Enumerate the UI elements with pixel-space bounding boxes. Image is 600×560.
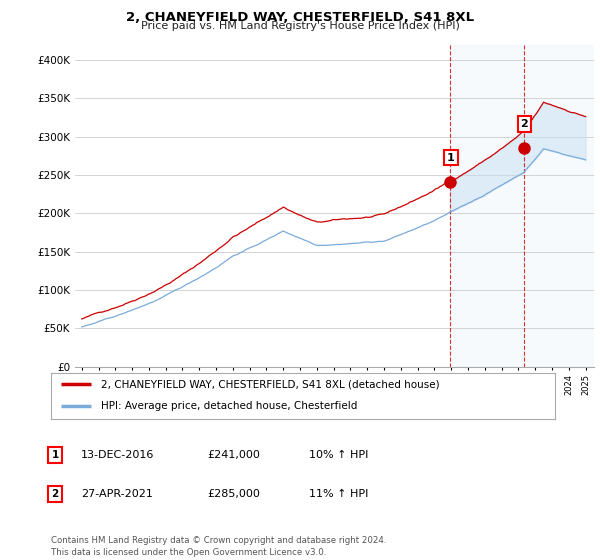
Text: 10% ↑ HPI: 10% ↑ HPI [309,450,368,460]
Text: 27-APR-2021: 27-APR-2021 [81,489,153,499]
Text: 1: 1 [447,152,455,162]
Bar [451,45,594,367]
Text: 1: 1 [52,450,59,460]
Text: 2, CHANEYFIELD WAY, CHESTERFIELD, S41 8XL (detached house): 2, CHANEYFIELD WAY, CHESTERFIELD, S41 8X… [101,380,440,389]
Text: 11% ↑ HPI: 11% ↑ HPI [309,489,368,499]
Text: HPI: Average price, detached house, Chesterfield: HPI: Average price, detached house, Ches… [101,401,358,411]
Text: 2, CHANEYFIELD WAY, CHESTERFIELD, S41 8XL: 2, CHANEYFIELD WAY, CHESTERFIELD, S41 8X… [126,11,474,24]
Text: 2: 2 [52,489,59,499]
Text: £241,000: £241,000 [207,450,260,460]
Text: Contains HM Land Registry data © Crown copyright and database right 2024.
This d: Contains HM Land Registry data © Crown c… [51,536,386,557]
Text: 13-DEC-2016: 13-DEC-2016 [81,450,154,460]
Text: 2: 2 [520,119,528,129]
Text: £285,000: £285,000 [207,489,260,499]
Text: Price paid vs. HM Land Registry's House Price Index (HPI): Price paid vs. HM Land Registry's House … [140,21,460,31]
